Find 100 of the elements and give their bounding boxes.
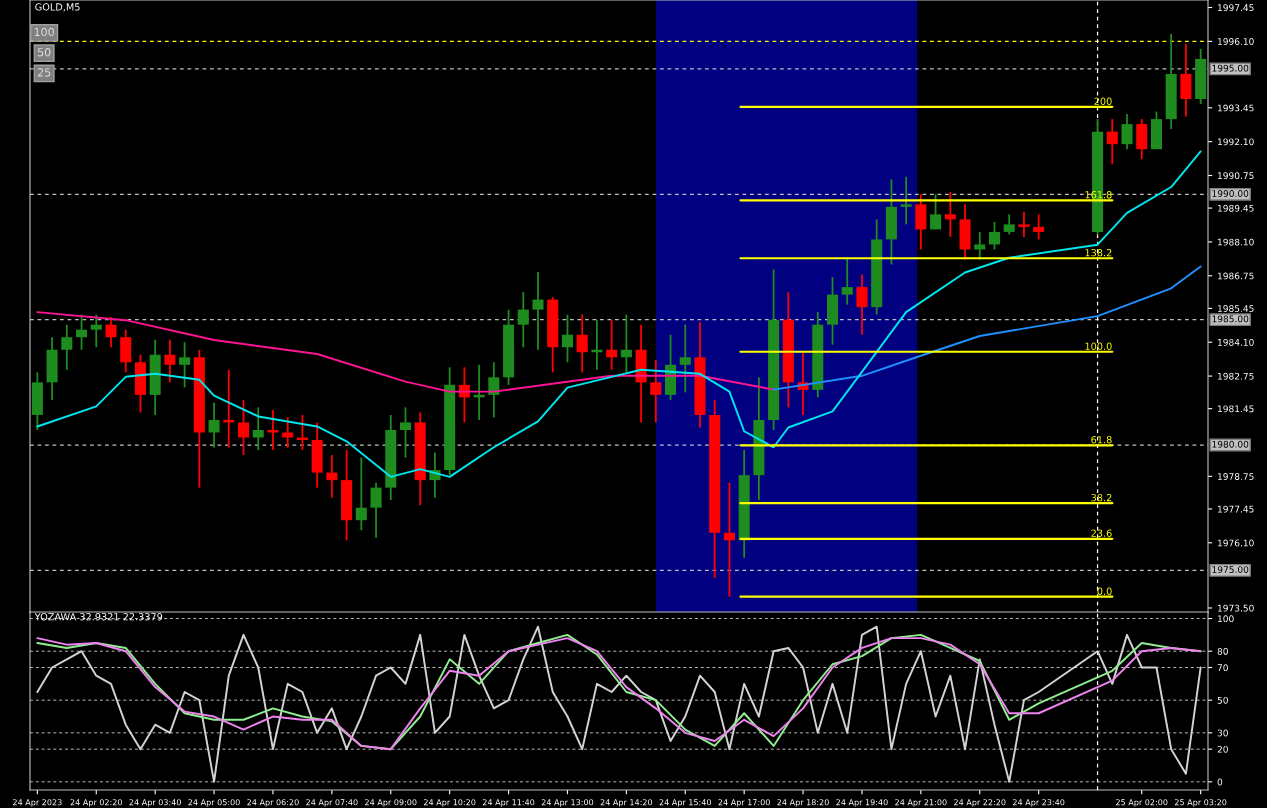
ref-line-label: 1980.00 (1212, 440, 1249, 448)
candlestick (1033, 213, 1045, 241)
y-tick-label: 1989.45 (1218, 204, 1254, 212)
y-tick-label: 1997.45 (1218, 4, 1254, 12)
x-tick-label: 24 Apr 21:00 (895, 799, 947, 807)
y-tick-label: 1978.75 (1218, 473, 1254, 480)
x-tick-label: 24 Apr 14:20 (600, 799, 653, 807)
candlestick (355, 456, 367, 532)
candlestick (326, 454, 338, 499)
candlestick (561, 313, 573, 364)
y-tick-label: 1973.50 (1218, 604, 1254, 612)
candlestick (856, 273, 868, 336)
series-label: 200 (1094, 97, 1112, 105)
y-tick-label: 1986.75 (1218, 272, 1254, 280)
candlestick (841, 256, 853, 306)
x-tick-label: 25 Apr 02:00 (1116, 799, 1168, 807)
candlestick (282, 416, 294, 449)
candlestick (164, 338, 176, 384)
candlestick (679, 323, 691, 394)
ref-line-label: 1995.00 (1212, 64, 1249, 72)
line-series (36, 311, 775, 393)
candlestick (105, 316, 117, 349)
chart-title: YOZAWA 32.9321 22.3379 (34, 613, 163, 621)
y-tick-label: 70 (1217, 664, 1228, 672)
candlestick (488, 361, 500, 419)
x-tick-label: 24 Apr 06:20 (247, 799, 299, 807)
y-tick-label: 1982.75 (1218, 372, 1254, 380)
y-tick-label: 1988.10 (1218, 238, 1254, 246)
line-series (772, 265, 1202, 391)
candlestick (944, 190, 956, 238)
y-tick-label: 1976.10 (1218, 539, 1254, 547)
x-tick-label: 24 Apr 07:40 (306, 799, 358, 807)
ref-line-label: 1990.00 (1212, 190, 1249, 197)
series-label: 61.8 (1091, 436, 1112, 444)
y-tick-label: 1993.45 (1218, 104, 1254, 112)
y-tick-label: 100 (1218, 615, 1234, 623)
candlestick (723, 481, 735, 598)
candlestick (532, 271, 544, 351)
y-tick-label: 20 (1217, 745, 1228, 753)
x-tick-label: 24 Apr 11:40 (482, 799, 535, 807)
annotation: 100 (34, 27, 54, 37)
candlestick (1106, 118, 1118, 166)
chart-title: GOLD,M5 (35, 3, 80, 12)
x-tick-label: 24 Apr 23:40 (1012, 799, 1065, 807)
candlestick (370, 481, 382, 539)
candlestick (252, 406, 264, 451)
y-tick-label: 1981.45 (1218, 405, 1254, 413)
y-tick-label: 30 (1217, 729, 1228, 737)
y-tick-label: 1992.10 (1218, 138, 1254, 146)
y-tick-label: 1990.75 (1218, 172, 1254, 180)
candlestick (1003, 213, 1015, 236)
x-tick-label: 24 Apr 17:00 (718, 799, 770, 807)
x-tick-label: 24 Apr 05:00 (188, 799, 240, 807)
annotation: 50 (37, 48, 51, 57)
candlestick (61, 323, 73, 371)
series-label: 138.2 (1085, 249, 1112, 257)
candlestick (237, 398, 250, 456)
x-tick-label: 24 Apr 10:20 (423, 799, 476, 807)
candlestick (179, 341, 191, 389)
y-tick-label: 0 (1217, 778, 1223, 786)
ref-line-label: 1975.00 (1212, 566, 1249, 573)
annotation: 25 (37, 68, 51, 77)
candlestick (399, 406, 412, 459)
line-series (36, 150, 1202, 478)
candlestick (988, 220, 1001, 251)
candlestick (90, 313, 102, 349)
series-label: 23.6 (1091, 529, 1112, 537)
candlestick (296, 414, 308, 451)
candlestick (900, 175, 912, 226)
candlestick (1018, 210, 1030, 238)
candlestick (650, 358, 662, 424)
line-series (36, 625, 1202, 783)
y-tick-label: 1984.10 (1218, 338, 1254, 346)
x-tick-label: 24 Apr 2023 (13, 799, 62, 807)
x-tick-label: 24 Apr 15:40 (659, 799, 711, 807)
candlestick (930, 193, 942, 231)
ref-line-label: 1985.00 (1212, 315, 1249, 323)
candlestick (517, 291, 529, 349)
x-tick-label: 24 Apr 22:20 (954, 799, 1006, 807)
x-tick-label: 24 Apr 18:20 (777, 799, 829, 807)
y-tick-label: 1996.10 (1218, 38, 1254, 45)
candlestick (576, 313, 588, 374)
series-label: 161.8 (1085, 191, 1112, 199)
x-tick-label: 24 Apr 19:40 (836, 799, 888, 807)
series-label: 38.2 (1091, 493, 1112, 502)
x-tick-label: 24 Apr 13:00 (541, 799, 594, 807)
series-label: 100.0 (1085, 342, 1112, 350)
candlestick (1121, 113, 1133, 151)
series-label: 0.0 (1097, 587, 1112, 595)
candlestick (208, 401, 220, 449)
x-tick-label: 25 Apr 03:20 (1174, 799, 1227, 807)
y-tick-label: 1985.45 (1218, 305, 1254, 312)
x-tick-label: 24 Apr 03:40 (129, 799, 181, 807)
candlestick (606, 318, 618, 371)
x-tick-label: 24 Apr 02:20 (70, 799, 122, 807)
x-tick-label: 24 Apr 09:00 (365, 799, 417, 807)
candlestick (620, 313, 632, 374)
y-tick-label: 80 (1217, 647, 1228, 655)
y-tick-label: 50 (1217, 696, 1228, 704)
y-tick-label: 1977.45 (1218, 505, 1254, 513)
